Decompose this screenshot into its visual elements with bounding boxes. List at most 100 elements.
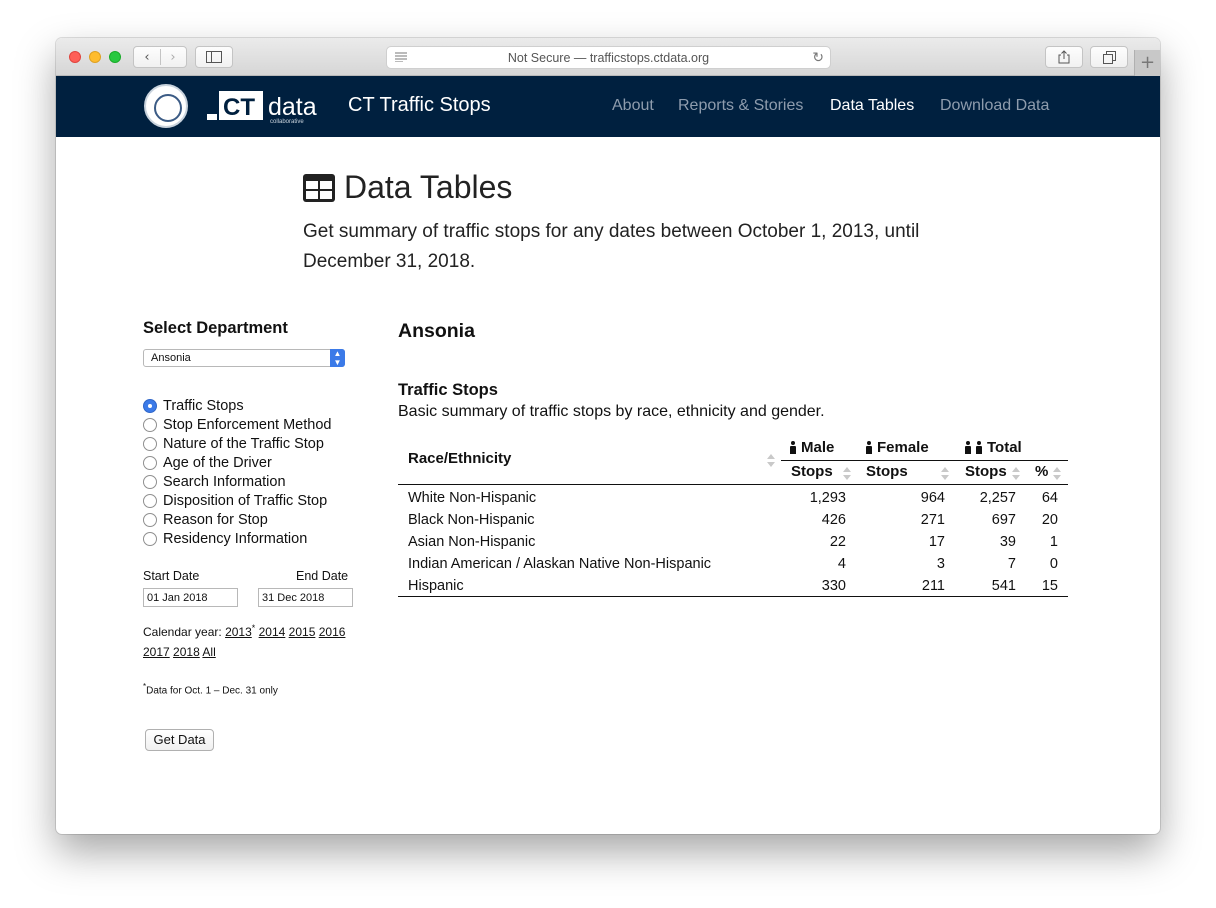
female-header-text: Female [877, 439, 929, 456]
table-icon [303, 173, 335, 202]
female-stops-header[interactable]: Stops [866, 463, 908, 480]
state-seal-logo[interactable] [144, 84, 188, 128]
table-body: White Non-Hispanic 1,293 964 2,257 64 Bl… [398, 487, 1068, 597]
male-stops-cell: 330 [821, 578, 846, 594]
reload-icon[interactable]: ↻ [812, 49, 824, 65]
sort-icon[interactable] [767, 454, 775, 468]
zoom-window-button[interactable] [109, 51, 121, 63]
option-disposition[interactable]: Disposition of Traffic Stop [143, 491, 331, 510]
address-bar[interactable]: Not Secure — trafficstops.ctdata.org ↻ [386, 46, 831, 69]
share-button[interactable] [1045, 46, 1083, 68]
tabs-icon [1102, 50, 1116, 64]
radio-icon[interactable] [143, 474, 157, 489]
option-nature-of-stop[interactable]: Nature of the Traffic Stop [143, 434, 331, 453]
table-row: Asian Non-Hispanic 22 17 39 1 [398, 531, 1068, 553]
female-stops-cell: 211 [921, 578, 945, 594]
percent-cell: 15 [1041, 578, 1058, 594]
new-tab-button[interactable]: + [1134, 50, 1160, 76]
department-select[interactable]: Ansonia ▲ ▼ [143, 349, 345, 367]
radio-icon[interactable] [143, 512, 157, 527]
race-cell: White Non-Hispanic [408, 490, 537, 506]
race-cell: Asian Non-Hispanic [408, 534, 536, 550]
radio-icon[interactable] [143, 436, 157, 451]
year-link-all[interactable]: All [202, 645, 216, 659]
site-title[interactable]: CT Traffic Stops [348, 94, 491, 116]
people-icon [965, 441, 971, 454]
option-age-of-driver[interactable]: Age of the Driver [143, 453, 331, 472]
radio-icon[interactable] [143, 417, 157, 432]
page-content: Data Tables Get summary of traffic stops… [56, 137, 1160, 834]
year-link-2015[interactable]: 2015 [288, 625, 316, 639]
total-header-text: Total [987, 439, 1022, 456]
option-reason-for-stop[interactable]: Reason for Stop [143, 510, 331, 529]
year-link-2016[interactable]: 2016 [318, 625, 346, 639]
radio-icon[interactable] [143, 455, 157, 470]
nav-about[interactable]: About [612, 97, 654, 114]
year-link-2014[interactable]: 2014 [258, 625, 286, 639]
table-row: Hispanic 330 211 541 15 [398, 575, 1068, 597]
footnote-text: Data for Oct. 1 – Dec. 31 only [146, 685, 278, 697]
male-group-header: Male [790, 439, 834, 456]
option-label: Nature of the Traffic Stop [163, 435, 324, 452]
year-link-2018[interactable]: 2018 [173, 645, 200, 659]
end-date-label: End Date [296, 569, 349, 583]
back-icon[interactable]: ‹ [144, 49, 150, 65]
start-date-label: Start Date [143, 569, 200, 583]
radio-icon[interactable] [143, 398, 157, 413]
forward-icon[interactable]: › [170, 49, 176, 65]
female-stops-cell: 964 [920, 490, 945, 506]
percent-header[interactable]: % [1035, 463, 1049, 480]
total-stops-cell: 2,257 [979, 490, 1016, 506]
end-date-input[interactable] [258, 588, 353, 607]
nav-data-tables[interactable]: Data Tables [830, 97, 915, 114]
option-label: Reason for Stop [163, 511, 268, 528]
female-stops-cell: 3 [936, 556, 945, 572]
option-label: Search Information [163, 473, 286, 490]
group-divider [781, 460, 1068, 461]
section-description: Basic summary of traffic stops by race, … [398, 403, 825, 420]
sort-icon[interactable] [1012, 467, 1020, 481]
sort-icon[interactable] [941, 467, 949, 481]
sort-icon[interactable] [1053, 467, 1061, 481]
section-title: Traffic Stops [398, 381, 498, 399]
female-stops-cell: 271 [920, 512, 945, 528]
tab-overview-button[interactable] [1090, 46, 1128, 68]
page-title: Data Tables [303, 169, 512, 206]
sort-icon[interactable] [843, 467, 851, 481]
option-label: Age of the Driver [163, 454, 272, 471]
department-select-value: Ansonia [151, 352, 191, 364]
option-search-information[interactable]: Search Information [143, 472, 331, 491]
logo-sub-text: collaborative [270, 119, 304, 124]
ctdata-logo[interactable]: CT data collaborative [207, 91, 328, 124]
race-cell: Black Non-Hispanic [408, 512, 535, 528]
radio-icon[interactable] [143, 493, 157, 508]
year-link-2017[interactable]: 2017 [143, 645, 170, 659]
page-title-text: Data Tables [344, 169, 513, 205]
option-residency[interactable]: Residency Information [143, 529, 331, 548]
reader-menu-icon[interactable] [395, 51, 407, 65]
nav-download-data[interactable]: Download Data [940, 97, 1050, 114]
footnote: *Data for Oct. 1 – Dec. 31 only [143, 682, 278, 696]
male-header-text: Male [801, 439, 835, 456]
option-stop-enforcement[interactable]: Stop Enforcement Method [143, 415, 331, 434]
sidebar-toggle-button[interactable] [195, 46, 233, 68]
close-window-button[interactable] [69, 51, 81, 63]
get-data-button[interactable]: Get Data [145, 729, 214, 751]
minimize-window-button[interactable] [89, 51, 101, 63]
year-link-2013[interactable]: 2013 [225, 625, 252, 639]
calendar-year-links: Calendar year: 2013* 2014 2015 2016 2017… [143, 618, 358, 662]
start-date-input[interactable] [143, 588, 238, 607]
department-name: Ansonia [398, 320, 475, 342]
race-ethnicity-header[interactable]: Race/Ethnicity [408, 450, 512, 467]
male-stops-header[interactable]: Stops [791, 463, 833, 480]
race-cell: Indian American / Alaskan Native Non-His… [408, 556, 712, 572]
footnote-asterisk: * [143, 682, 147, 691]
nav-reports-stories[interactable]: Reports & Stories [678, 97, 804, 114]
radio-icon[interactable] [143, 531, 157, 546]
select-department-heading: Select Department [143, 319, 288, 337]
option-label: Residency Information [163, 530, 308, 547]
select-arrows-icon: ▲ ▼ [330, 349, 345, 367]
total-stops-header[interactable]: Stops [965, 463, 1007, 480]
option-traffic-stops[interactable]: Traffic Stops [143, 396, 331, 415]
male-stops-cell: 22 [829, 534, 846, 550]
